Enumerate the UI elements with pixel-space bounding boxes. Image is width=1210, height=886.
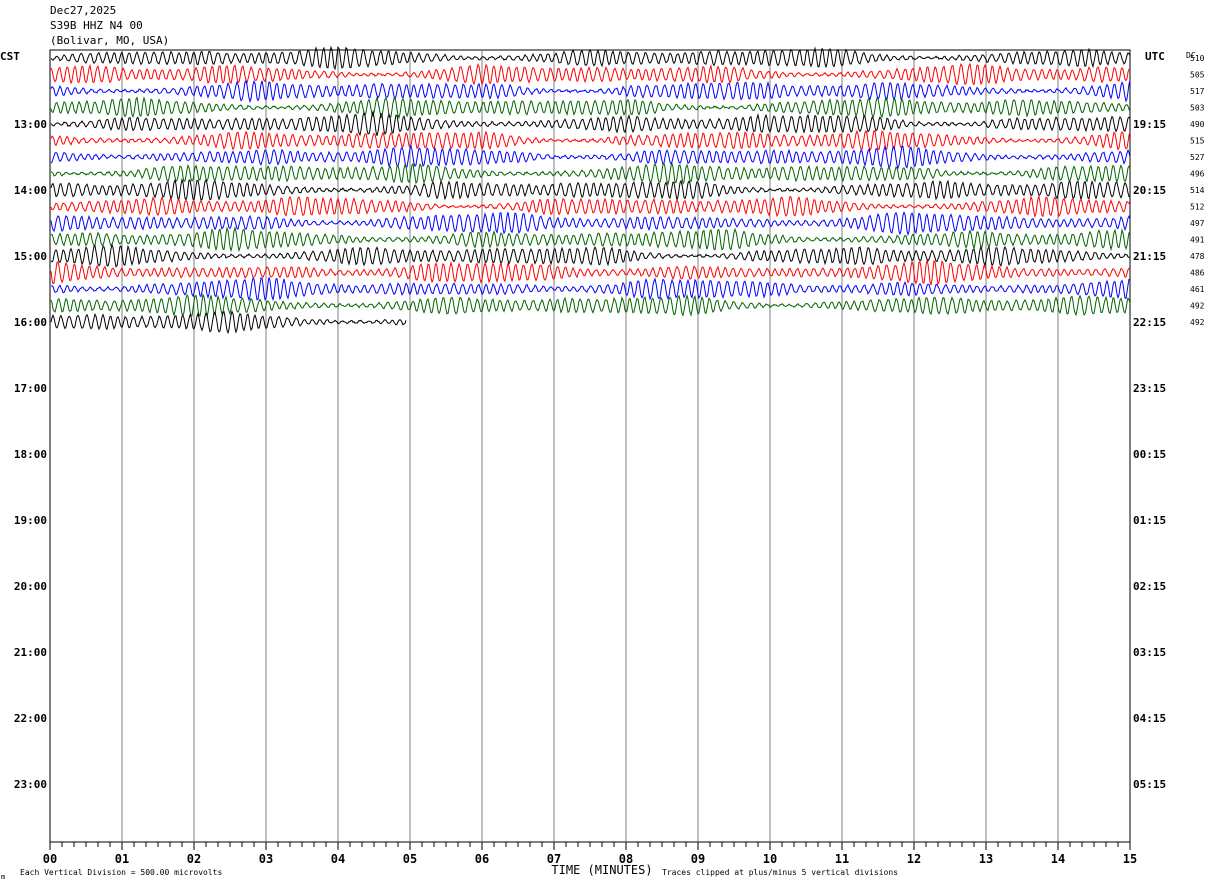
x-tick-label: 03 — [259, 852, 273, 866]
dc-value: 527 — [1190, 153, 1205, 162]
trace-line — [50, 226, 1131, 253]
dc-value: 490 — [1190, 120, 1205, 129]
utc-hour-label: 05:15 — [1133, 778, 1166, 791]
dc-value: 515 — [1190, 137, 1205, 146]
dc-value: 486 — [1190, 269, 1205, 278]
cst-hour-label: 15:00 — [14, 250, 47, 263]
dc-value: 492 — [1190, 302, 1205, 311]
trace-line — [50, 292, 1131, 319]
utc-hour-label: 04:15 — [1133, 712, 1166, 725]
cst-hour-label: 18:00 — [14, 448, 47, 461]
dc-value: 461 — [1190, 285, 1205, 294]
cst-hour-label: 23:00 — [14, 778, 47, 791]
x-tick-label: 06 — [475, 852, 489, 866]
cst-hour-label: 13:00 — [14, 118, 47, 131]
utc-hour-label: 22:15 — [1133, 316, 1166, 329]
cst-axis-label: CST — [0, 50, 20, 63]
x-axis-title: TIME (MINUTES) — [551, 863, 652, 877]
x-tick-label: 04 — [331, 852, 345, 866]
dc-value: 514 — [1190, 186, 1205, 195]
corner-mark: m — [1, 873, 5, 881]
dc-value: 505 — [1190, 71, 1205, 80]
utc-hour-label: 20:15 — [1133, 184, 1166, 197]
trace-line — [50, 310, 407, 335]
x-tick-label: 11 — [835, 852, 849, 866]
header-date: Dec27,2025 — [50, 4, 117, 17]
x-tick-label: 10 — [763, 852, 777, 866]
trace-line — [50, 177, 1131, 201]
x-tick-label: 14 — [1051, 852, 1065, 866]
x-tick-label: 05 — [403, 852, 417, 866]
utc-hour-label: 23:15 — [1133, 382, 1166, 395]
utc-axis-label: UTC — [1145, 50, 1165, 63]
trace-line — [50, 45, 1131, 71]
trace-line — [50, 96, 1131, 120]
utc-hour-label: 21:15 — [1133, 250, 1166, 263]
x-tick-label: 13 — [979, 852, 993, 866]
header-location: (Bolivar, MO, USA) — [50, 34, 170, 47]
cst-hour-label: 16:00 — [14, 316, 47, 329]
dc-value: 491 — [1190, 236, 1205, 245]
clip-note: Traces clipped at plus/minus 5 vertical … — [662, 868, 898, 877]
x-tick-label: 12 — [907, 852, 921, 866]
dc-value: 492 — [1190, 318, 1205, 327]
cst-hour-label: 20:00 — [14, 580, 47, 593]
trace-line — [50, 211, 1131, 237]
utc-hour-label: 01:15 — [1133, 514, 1166, 527]
cst-hour-label: 19:00 — [14, 514, 47, 527]
trace-line — [50, 259, 1131, 286]
x-tick-label: 09 — [691, 852, 705, 866]
x-tick-label: 00 — [43, 852, 57, 866]
trace-line — [50, 110, 1131, 137]
trace-line — [50, 194, 1131, 218]
trace-line — [50, 277, 1131, 302]
x-tick-label: 08 — [619, 852, 633, 866]
dc-value: 510 — [1190, 54, 1205, 63]
trace-line — [50, 129, 1131, 152]
cst-hour-label: 17:00 — [14, 382, 47, 395]
dc-value: 503 — [1190, 104, 1205, 113]
x-tick-label: 15 — [1123, 852, 1137, 866]
scale-note: Each Vertical Division = 500.00 microvol… — [20, 868, 222, 877]
dc-value: 512 — [1190, 203, 1205, 212]
dc-value: 497 — [1190, 219, 1205, 228]
trace-line — [50, 243, 1131, 268]
cst-hour-label: 22:00 — [14, 712, 47, 725]
utc-hour-label: 02:15 — [1133, 580, 1166, 593]
trace-line — [50, 144, 1131, 170]
utc-hour-label: 19:15 — [1133, 118, 1166, 131]
utc-hour-label: 03:15 — [1133, 646, 1166, 659]
utc-hour-label: 00:15 — [1133, 448, 1166, 461]
x-tick-label: 07 — [547, 852, 561, 866]
x-tick-label: 02 — [187, 852, 201, 866]
trace-line — [50, 161, 1131, 187]
dc-value: 496 — [1190, 170, 1205, 179]
dc-value: 517 — [1190, 87, 1205, 96]
trace-line — [50, 62, 1131, 87]
trace-line — [50, 79, 1131, 104]
dc-header: DC — [1186, 51, 1196, 60]
cst-hour-label: 21:00 — [14, 646, 47, 659]
dc-value: 478 — [1190, 252, 1205, 261]
cst-hour-label: 14:00 — [14, 184, 47, 197]
header-station: S39B HHZ N4 00 — [50, 19, 143, 32]
x-tick-label: 01 — [115, 852, 129, 866]
